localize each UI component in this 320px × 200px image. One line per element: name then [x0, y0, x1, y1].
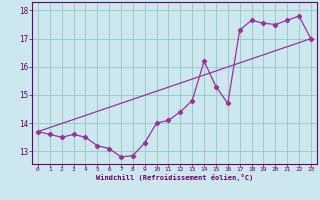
X-axis label: Windchill (Refroidissement éolien,°C): Windchill (Refroidissement éolien,°C)	[96, 174, 253, 181]
